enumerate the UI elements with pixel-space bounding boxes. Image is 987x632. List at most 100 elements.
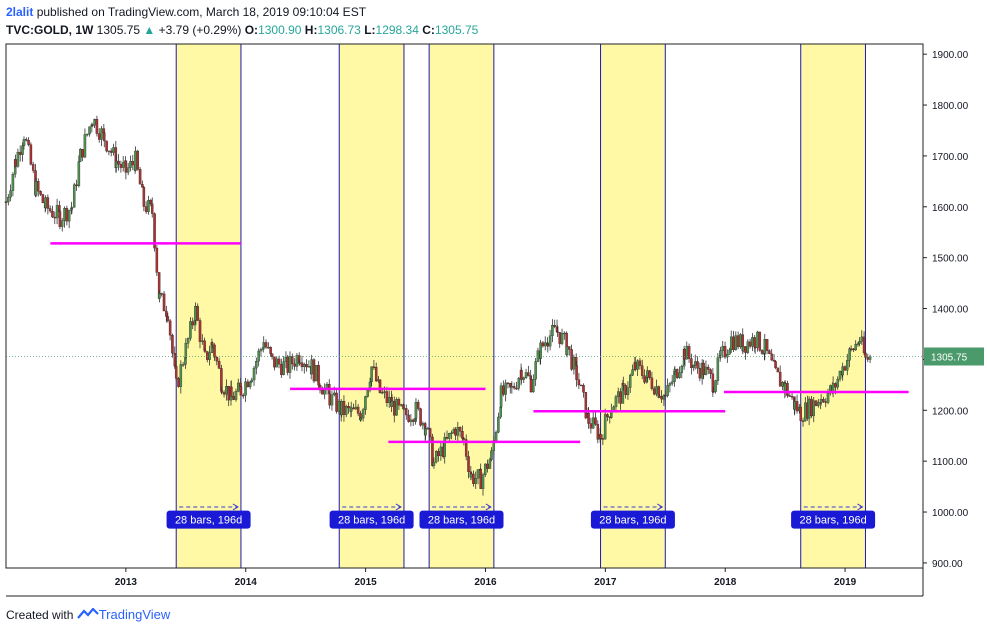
horizontal-levels-layer: [6, 242, 923, 444]
candle-up: [658, 396, 661, 398]
arrow-head-icon: [857, 503, 864, 511]
candle-down: [824, 401, 827, 403]
candle-up: [121, 162, 125, 168]
price-tick-label: 1400.00: [932, 305, 969, 316]
candle-down: [81, 149, 84, 158]
candle-up: [100, 128, 103, 140]
time-axis[interactable]: 2013 2014 2015 2016 2017 2018 2019: [115, 568, 857, 588]
candle-down: [305, 364, 308, 368]
candle-up: [494, 431, 498, 441]
price-change: +3.79 (+0.29%): [158, 23, 242, 37]
candle-down: [119, 164, 123, 168]
candle-down: [587, 413, 590, 424]
candle-up: [359, 417, 363, 421]
candle-down: [643, 375, 646, 383]
candle-down: [622, 383, 625, 386]
tradingview-brand[interactable]: TradingView: [98, 607, 171, 622]
candles-layer: [4, 115, 872, 496]
candle-up: [856, 343, 860, 345]
candle-up: [741, 346, 745, 352]
candle-up: [381, 391, 384, 394]
candle-down: [222, 392, 226, 395]
time-zone-label-box: [791, 510, 876, 529]
chart-frame: [5, 43, 924, 597]
candle-down: [352, 407, 355, 410]
candle-down: [168, 320, 172, 336]
author-link[interactable]: 2lalit: [6, 5, 34, 19]
candle-up: [126, 167, 130, 173]
candle-up: [115, 160, 118, 169]
candle-down: [48, 208, 52, 212]
candle-down: [786, 383, 789, 396]
created-with-text: Created with: [6, 608, 74, 622]
candle-down: [397, 399, 401, 406]
candle-up: [83, 134, 87, 158]
candle-down: [772, 359, 776, 362]
candle-down: [293, 363, 296, 367]
arrow-head-icon: [395, 503, 402, 511]
candle-down: [776, 367, 780, 373]
candle-down: [46, 197, 50, 209]
candle-down: [467, 456, 470, 472]
candle-up: [685, 346, 689, 360]
candle-up: [751, 337, 754, 347]
time-tick-label: 2013: [115, 577, 138, 588]
candle-down: [300, 362, 304, 368]
time-zone-label: 28 bars, 196d: [799, 515, 866, 527]
candle-up: [804, 402, 807, 422]
price-tick-label: 1500.00: [932, 254, 969, 265]
candle-up: [434, 451, 438, 463]
candle-up: [560, 333, 564, 344]
candle-down: [788, 395, 792, 397]
candle-down: [458, 427, 462, 432]
tradingview-logo-icon[interactable]: [76, 607, 99, 620]
candle-up: [763, 339, 767, 354]
candle-down: [558, 332, 561, 344]
candle-down: [520, 369, 523, 380]
candle-down: [553, 325, 556, 327]
candle-down: [171, 335, 174, 354]
candle-up: [184, 343, 188, 358]
candle-up: [79, 149, 82, 162]
candle-down: [39, 191, 42, 195]
candle-up: [539, 342, 542, 359]
footer-credit: Created with TradingView: [6, 607, 170, 622]
candle-up: [666, 385, 669, 396]
candle-down: [852, 348, 855, 351]
candle-up: [250, 379, 253, 383]
time-tick-label: 2015: [354, 577, 377, 588]
candle-up: [282, 361, 285, 375]
low-label: L:: [364, 23, 376, 37]
time-zone-layer: [175, 44, 866, 568]
candle-up: [854, 344, 857, 351]
candle-up: [426, 428, 430, 430]
candle-down: [753, 347, 757, 349]
candle-up: [481, 474, 485, 489]
publish-info: 2lalit published on TradingView.com, Mar…: [6, 5, 366, 19]
candle-down: [479, 469, 482, 489]
candle-up: [524, 372, 528, 378]
candle-up: [510, 386, 514, 388]
candle-down: [849, 348, 853, 350]
candle-down: [165, 310, 168, 317]
price-axis[interactable]: 1900.00 1800.00 1700.00 1600.00 1500.00 1400.…: [923, 50, 984, 570]
price-tick-label: 1800.00: [932, 101, 969, 112]
candle-down: [335, 392, 338, 412]
candle-up: [488, 459, 492, 469]
price-tick-label: 1200.00: [932, 406, 969, 417]
time-zone-band: [429, 44, 494, 568]
candle-down: [174, 365, 178, 379]
candle-up: [450, 432, 453, 435]
candle-down: [864, 352, 867, 358]
candle-down: [431, 436, 434, 466]
candle-down: [317, 365, 320, 386]
symbol-name[interactable]: TVC:GOLD, 1W: [6, 23, 94, 37]
candle-up: [714, 380, 717, 392]
candle-up: [734, 335, 738, 350]
price-tick-label: 900.00: [932, 559, 963, 570]
candle-down: [810, 398, 813, 417]
candle-down: [575, 365, 578, 380]
candle-down: [241, 394, 245, 397]
candle-up: [234, 391, 238, 400]
